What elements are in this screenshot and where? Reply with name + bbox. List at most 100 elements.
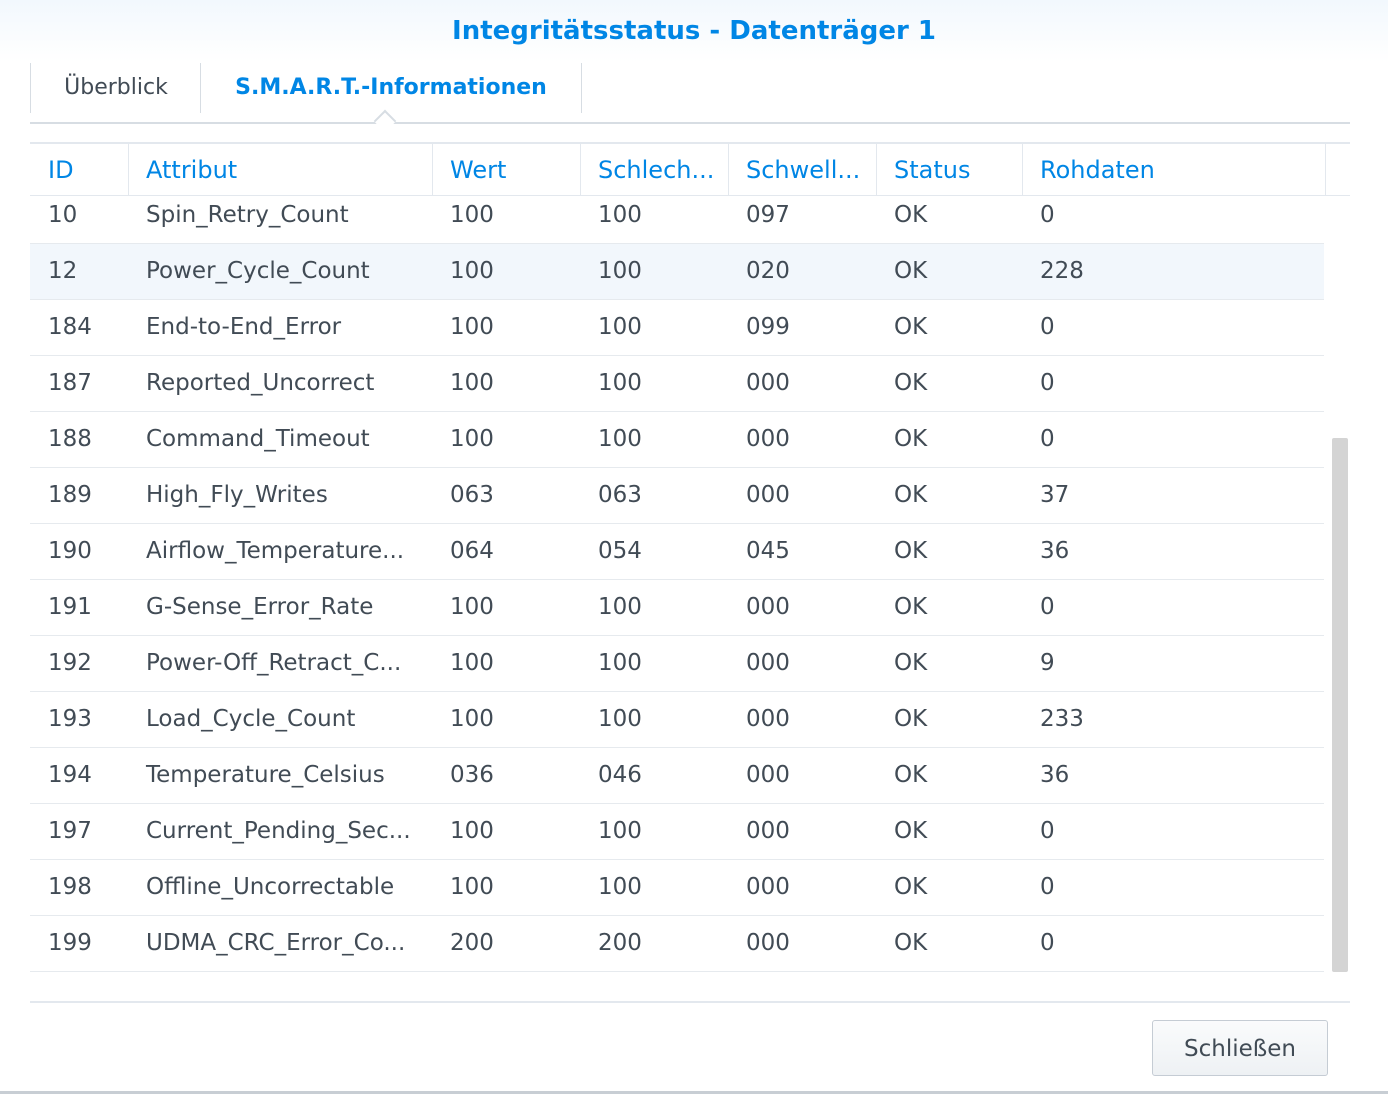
cell-id: 194 — [48, 762, 92, 788]
cell-status: OK — [894, 314, 928, 340]
table-row[interactable]: 12 Power_Cycle_Count 100 100 020 OK 228 — [30, 244, 1324, 300]
vertical-scrollbar[interactable] — [1332, 438, 1348, 972]
table-row[interactable]: 197 Current_Pending_Sec... 100 100 000 OK 0 — [30, 804, 1324, 860]
cell-threshold: 000 — [746, 930, 790, 956]
column-header-id[interactable]: ID — [30, 144, 129, 196]
cell-attribute: Spin_Retry_Count — [146, 202, 349, 228]
cell-status: OK — [894, 706, 928, 732]
cell-id: 187 — [48, 370, 92, 396]
cell-attribute: End-to-End_Error — [146, 314, 342, 340]
cell-attribute: Power_Cycle_Count — [146, 258, 370, 284]
cell-raw: 0 — [1040, 930, 1055, 956]
table-row[interactable]: 198 Offline_Uncorrectable 100 100 000 OK 0 — [30, 860, 1324, 916]
cell-status: OK — [894, 874, 928, 900]
cell-value: 100 — [450, 258, 494, 284]
cell-worst: 100 — [598, 650, 642, 676]
cell-raw: 228 — [1040, 258, 1084, 284]
cell-id: 10 — [48, 202, 78, 228]
cell-status: OK — [894, 930, 928, 956]
cell-raw: 0 — [1040, 594, 1055, 620]
window-title: Integritätsstatus - Datenträger 1 — [0, 0, 1388, 62]
cell-attribute: Current_Pending_Sec... — [146, 818, 411, 844]
column-header-worst[interactable]: Schlech... — [580, 144, 729, 196]
column-header-status[interactable]: Status — [876, 144, 1023, 196]
column-header-threshold[interactable]: Schwell... — [728, 144, 877, 196]
table-row[interactable]: 194 Temperature_Celsius 036 046 000 OK 36 — [30, 748, 1324, 804]
cell-threshold: 000 — [746, 370, 790, 396]
table-row[interactable]: 193 Load_Cycle_Count 100 100 000 OK 233 — [30, 692, 1324, 748]
cell-raw: 0 — [1040, 818, 1055, 844]
cell-id: 197 — [48, 818, 92, 844]
cell-value: 200 — [450, 930, 494, 956]
cell-value: 063 — [450, 482, 494, 508]
cell-id: 199 — [48, 930, 92, 956]
cell-value: 100 — [450, 594, 494, 620]
cell-status: OK — [894, 538, 928, 564]
tab-overview[interactable]: Überblick — [30, 63, 201, 113]
cell-threshold: 045 — [746, 538, 790, 564]
cell-threshold: 000 — [746, 706, 790, 732]
tab-divider — [30, 122, 1350, 124]
table-body[interactable]: 10 Spin_Retry_Count 100 100 097 OK 0 12 Power_Cy… — [30, 196, 1324, 974]
cell-worst: 200 — [598, 930, 642, 956]
column-header-attribute[interactable]: Attribut — [128, 144, 433, 196]
cell-status: OK — [894, 762, 928, 788]
cell-value: 100 — [450, 370, 494, 396]
cell-id: 184 — [48, 314, 92, 340]
close-button[interactable]: Schließen — [1152, 1020, 1328, 1076]
cell-threshold: 099 — [746, 314, 790, 340]
cell-worst: 054 — [598, 538, 642, 564]
table-row[interactable]: 190 Airflow_Temperature... 064 054 045 OK 36 — [30, 524, 1324, 580]
cell-value: 100 — [450, 650, 494, 676]
cell-worst: 100 — [598, 370, 642, 396]
cell-status: OK — [894, 482, 928, 508]
cell-threshold: 020 — [746, 258, 790, 284]
cell-value: 100 — [450, 426, 494, 452]
cell-id: 188 — [48, 426, 92, 452]
cell-attribute: Offline_Uncorrectable — [146, 874, 395, 900]
cell-id: 12 — [48, 258, 78, 284]
cell-worst: 063 — [598, 482, 642, 508]
table-row[interactable]: 187 Reported_Uncorrect 100 100 000 OK 0 — [30, 356, 1324, 412]
cell-attribute: Reported_Uncorrect — [146, 370, 375, 396]
cell-worst: 100 — [598, 874, 642, 900]
cell-worst: 100 — [598, 258, 642, 284]
cell-id: 198 — [48, 874, 92, 900]
column-header-raw[interactable]: Rohdaten — [1022, 144, 1326, 196]
cell-raw: 0 — [1040, 426, 1055, 452]
cell-value: 100 — [450, 706, 494, 732]
table-row[interactable]: 199 UDMA_CRC_Error_Co... 200 200 000 OK 0 — [30, 916, 1324, 972]
table-row[interactable]: 189 High_Fly_Writes 063 063 000 OK 37 — [30, 468, 1324, 524]
table-row[interactable]: 188 Command_Timeout 100 100 000 OK 0 — [30, 412, 1324, 468]
cell-status: OK — [894, 426, 928, 452]
cell-raw: 36 — [1040, 762, 1070, 788]
tab-smart-info[interactable]: S.M.A.R.T.-Informationen — [200, 63, 582, 113]
cell-status: OK — [894, 594, 928, 620]
cell-attribute: Airflow_Temperature... — [146, 538, 405, 564]
cell-threshold: 000 — [746, 426, 790, 452]
cell-status: OK — [894, 258, 928, 284]
cell-id: 191 — [48, 594, 92, 620]
cell-id: 193 — [48, 706, 92, 732]
table-row[interactable]: 191 G-Sense_Error_Rate 100 100 000 OK 0 — [30, 580, 1324, 636]
column-header-value[interactable]: Wert — [432, 144, 581, 196]
cell-threshold: 000 — [746, 594, 790, 620]
cell-worst: 046 — [598, 762, 642, 788]
table-row[interactable]: 192 Power-Off_Retract_C... 100 100 000 OK 9 — [30, 636, 1324, 692]
cell-attribute: Load_Cycle_Count — [146, 706, 356, 732]
active-tab-indicator — [373, 109, 397, 133]
cell-raw: 0 — [1040, 202, 1055, 228]
cell-raw: 0 — [1040, 314, 1055, 340]
cell-attribute: Command_Timeout — [146, 426, 370, 452]
cell-id: 192 — [48, 650, 92, 676]
table-row[interactable]: 10 Spin_Retry_Count 100 100 097 OK 0 — [30, 196, 1324, 244]
cell-id: 190 — [48, 538, 92, 564]
cell-status: OK — [894, 650, 928, 676]
cell-threshold: 000 — [746, 482, 790, 508]
cell-status: OK — [894, 818, 928, 844]
cell-id: 189 — [48, 482, 92, 508]
table-row[interactable]: 184 End-to-End_Error 100 100 099 OK 0 — [30, 300, 1324, 356]
cell-threshold: 000 — [746, 762, 790, 788]
cell-raw: 37 — [1040, 482, 1070, 508]
cell-raw: 36 — [1040, 538, 1070, 564]
